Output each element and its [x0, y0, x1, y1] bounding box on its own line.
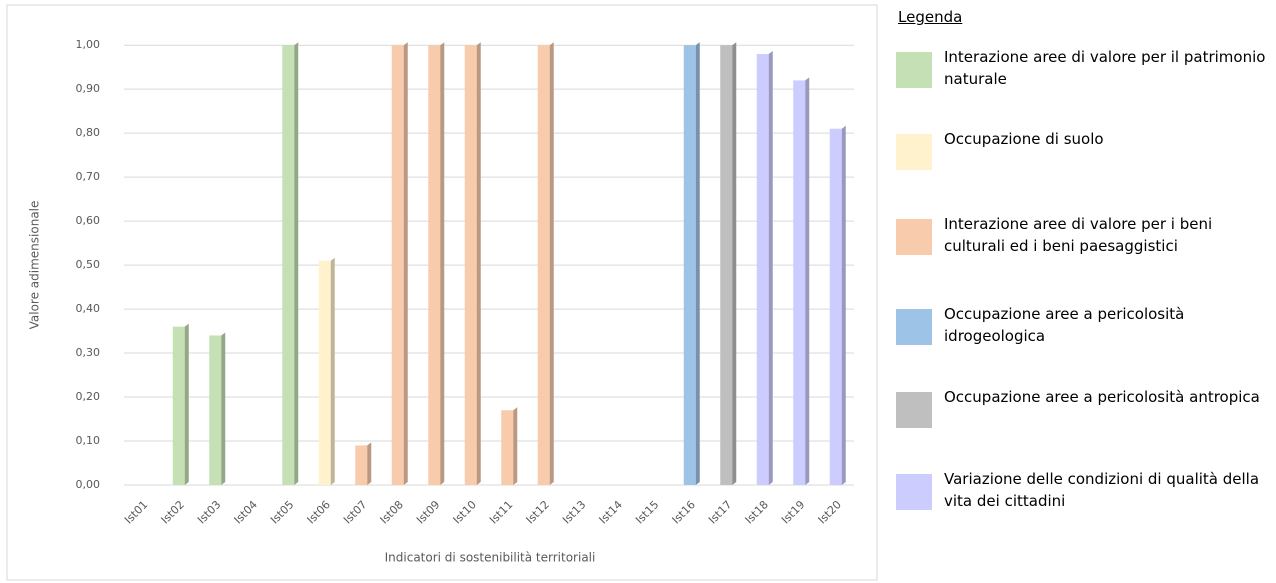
bar — [428, 45, 441, 485]
bar — [391, 45, 404, 485]
legend-swatch — [896, 219, 932, 255]
legend-item: Occupazione aree a pericolosità idrogeol… — [896, 303, 1266, 347]
legend-item: Occupazione di suolo — [896, 128, 1266, 170]
bar-side — [549, 42, 554, 485]
x-axis-label: Indicatori di sostenibilità territoriali — [385, 551, 596, 565]
legend-label: Variazione delle condizioni di qualità d… — [944, 470, 1260, 510]
bar-side — [184, 323, 189, 485]
bar — [793, 80, 806, 486]
bar-side — [403, 42, 408, 485]
bar-side — [440, 42, 445, 485]
legend: Legenda Interazione aree di valore per i… — [888, 8, 1268, 510]
bar-side — [768, 50, 773, 485]
bar-side — [294, 42, 299, 485]
legend-label: Occupazione aree a pericolosità antropic… — [944, 388, 1260, 406]
bar — [209, 335, 222, 485]
y-tick-label: 0,50 — [76, 258, 101, 271]
legend-swatch — [896, 474, 932, 510]
bar — [537, 45, 550, 485]
bar — [829, 128, 842, 486]
legend-label: Interazione aree di valore per il patrim… — [944, 48, 1266, 88]
y-tick-label: 0,10 — [76, 434, 101, 447]
bar-side — [476, 42, 481, 485]
legend-item: Interazione aree di valore per il patrim… — [896, 46, 1266, 90]
bar — [172, 326, 185, 485]
legend-swatch — [896, 134, 932, 170]
y-tick-label: 0,90 — [76, 82, 101, 95]
bar-side — [330, 257, 335, 485]
y-tick-label: 0,80 — [76, 126, 101, 139]
bar — [464, 45, 477, 485]
y-tick-label: 0,40 — [76, 302, 101, 315]
bar-side — [695, 42, 700, 485]
bar — [355, 445, 368, 485]
y-tick-label: 0,00 — [76, 478, 101, 491]
bar-side — [367, 442, 372, 485]
bar — [282, 45, 295, 485]
legend-label: Occupazione di suolo — [944, 130, 1104, 148]
legend-item: Interazione aree di valore per i beni cu… — [896, 213, 1266, 257]
y-tick-label: 1,00 — [76, 38, 101, 51]
bar-side — [805, 77, 810, 486]
legend-swatch — [896, 392, 932, 428]
legend-item: Variazione delle condizioni di qualità d… — [896, 468, 1266, 512]
chart: Valore adimensionale Indicatori di soste… — [6, 4, 878, 581]
y-tick-label: 0,20 — [76, 390, 101, 403]
y-axis-label: Valore adimensionale — [28, 201, 42, 330]
bar — [756, 53, 769, 485]
legend-title: Legenda — [898, 8, 963, 26]
legend-swatch — [896, 52, 932, 88]
legend-label: Interazione aree di valore per i beni cu… — [944, 215, 1213, 255]
bar — [683, 45, 696, 485]
bar — [720, 45, 733, 485]
legend-item: Occupazione aree a pericolosità antropic… — [896, 386, 1266, 428]
legend-label: Occupazione aree a pericolosità idrogeol… — [944, 305, 1185, 345]
y-tick-label: 0,30 — [76, 346, 101, 359]
y-tick-label: 0,70 — [76, 170, 101, 183]
bar-side — [732, 42, 737, 485]
bar-side — [841, 125, 846, 486]
bar-side — [221, 332, 226, 485]
bar — [501, 410, 514, 485]
bar-side — [513, 407, 518, 485]
bar — [318, 260, 331, 485]
legend-swatch — [896, 309, 932, 345]
y-tick-label: 0,60 — [76, 214, 101, 227]
